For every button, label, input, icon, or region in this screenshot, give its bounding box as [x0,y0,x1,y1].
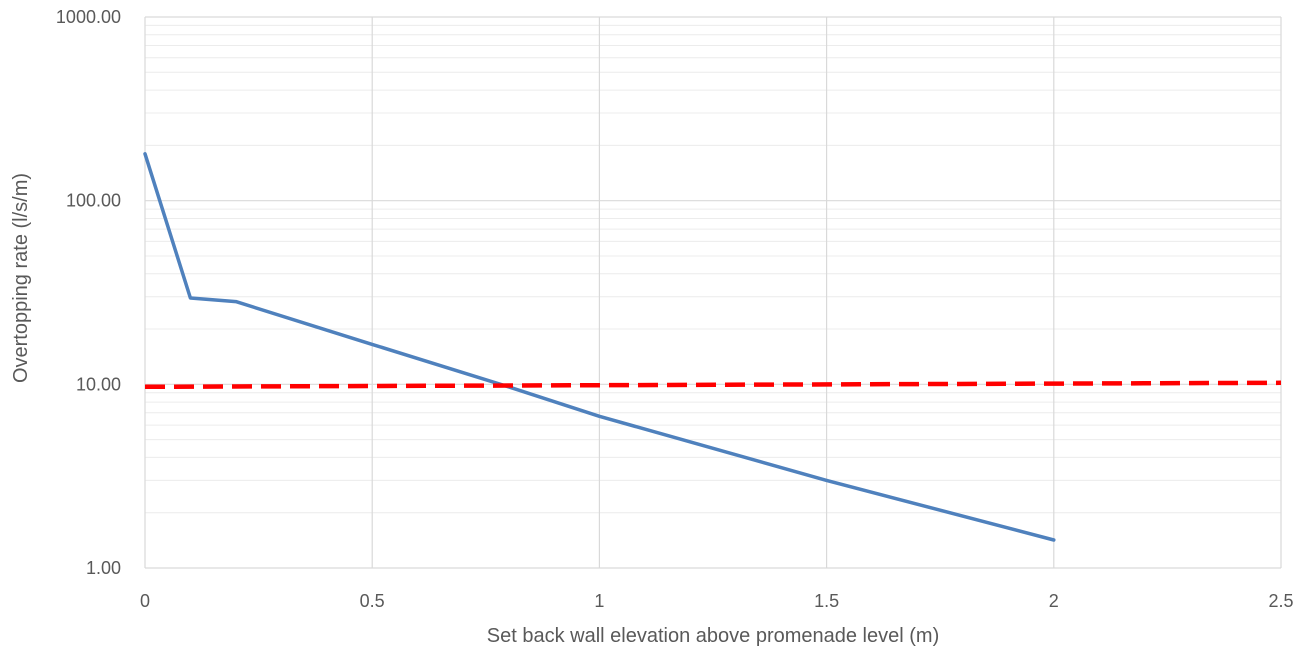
x-tick-label: 0 [140,591,150,611]
series-layer [143,152,1282,542]
x-tick-label: 1 [594,591,604,611]
x-axis-title: Set back wall elevation above promenade … [487,625,939,647]
minor-gridlines [145,24,1281,514]
y-tick-labels: 1.00 10.00 100.00 1000.00 [56,7,121,578]
overtopping-line [143,152,1056,542]
x-tick-label: 1.5 [814,591,839,611]
threshold-line [144,380,1282,390]
x-tick-label: 0.5 [360,591,385,611]
y-tick-label: 100.00 [66,191,121,211]
x-tick-label: 2 [1049,591,1059,611]
major-gridlines [144,16,1282,569]
x-tick-label: 2.5 [1268,591,1293,611]
y-tick-label: 10.00 [76,374,121,394]
y-axis-title: Overtopping rate (l/s/m) [10,173,32,383]
x-tick-labels: 0 0.5 1 1.5 2 2.5 [140,591,1294,611]
y-tick-label: 1000.00 [56,7,121,27]
y-tick-label: 1.00 [86,558,121,578]
